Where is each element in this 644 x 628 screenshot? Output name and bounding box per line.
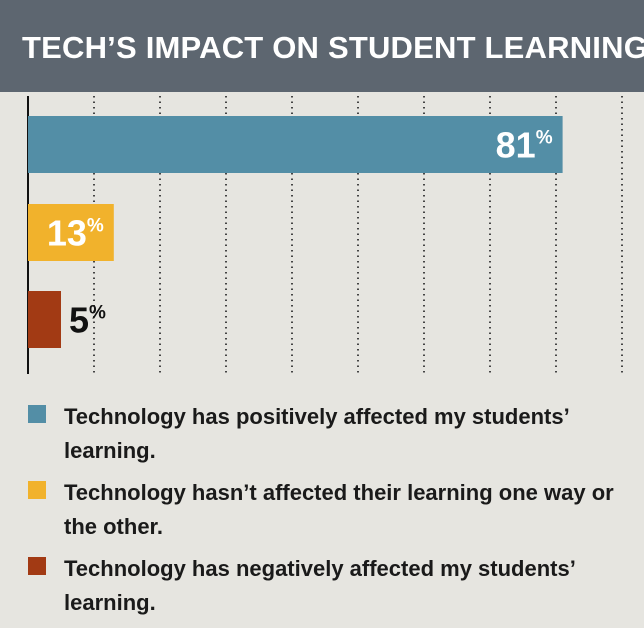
legend-label-negative: Technology has negatively affected my st…: [64, 556, 575, 615]
legend-swatch-negative: [28, 557, 46, 575]
legend-item-positive: Technology has positively affected my st…: [28, 400, 628, 468]
legend-label-positive: Technology has positively affected my st…: [64, 404, 569, 463]
legend-label-neutral: Technology hasn’t affected their learnin…: [64, 480, 614, 539]
bar-chart: 81% 13% 5%: [27, 96, 623, 374]
legend-swatch-neutral: [28, 481, 46, 499]
bar-neutral: [28, 204, 114, 261]
chart-title: TECH’S IMPACT ON STUDENT LEARNING: [22, 30, 644, 65]
title-banner: TECH’S IMPACT ON STUDENT LEARNING: [0, 0, 644, 92]
bar-positive: [28, 116, 563, 173]
legend: Technology has positively affected my st…: [28, 400, 628, 628]
legend-item-neutral: Technology hasn’t affected their learnin…: [28, 476, 628, 544]
legend-item-negative: Technology has negatively affected my st…: [28, 552, 628, 620]
legend-swatch-positive: [28, 405, 46, 423]
bar-negative: [28, 291, 61, 348]
bar-value-label-negative: 5%: [69, 300, 106, 341]
bar-value-label-positive: 81%: [496, 125, 553, 166]
bar-value-label-neutral: 13%: [47, 213, 104, 254]
